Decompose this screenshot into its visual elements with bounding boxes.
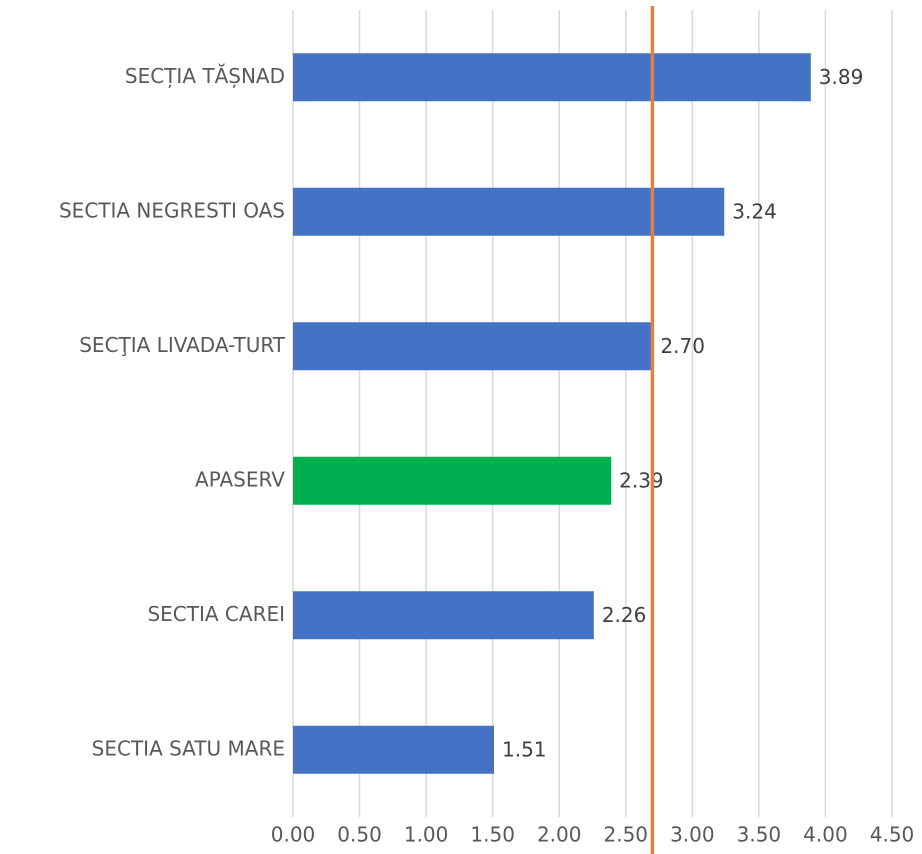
x-tick-label: 4.00	[803, 823, 848, 847]
data-label: 1.51	[502, 737, 547, 761]
x-tick-label: 1.00	[404, 823, 449, 847]
y-tick-label: SECTIA CAREI	[147, 602, 285, 626]
x-tick-label: 0.00	[271, 823, 316, 847]
x-tick-label: 3.00	[670, 823, 715, 847]
bar	[293, 456, 612, 505]
x-tick-label: 4.50	[870, 823, 915, 847]
x-tick-label: 0.50	[337, 823, 382, 847]
bar	[293, 187, 725, 236]
data-label: 3.89	[819, 65, 864, 89]
x-tick-label: 2.50	[604, 823, 649, 847]
y-tick-label: SECTIA NEGRESTI OAS	[59, 198, 285, 222]
data-label: 3.24	[732, 199, 777, 223]
data-label: 2.26	[602, 603, 647, 627]
x-tick-label: 3.50	[737, 823, 782, 847]
bar	[293, 725, 494, 774]
y-tick-label: SECȚIA TĂȘNAD	[125, 64, 285, 88]
data-label: 2.70	[660, 334, 705, 358]
y-tick-label: SECTIA SATU MARE	[92, 736, 285, 760]
bar	[293, 322, 653, 371]
bar	[293, 591, 594, 640]
x-tick-label: 1.50	[470, 823, 515, 847]
x-tick-label: 2.00	[537, 823, 582, 847]
y-tick-label: APASERV	[195, 467, 285, 491]
y-tick-label: SECŢIA LIVADA-TURT	[79, 333, 286, 357]
bar	[293, 53, 811, 102]
data-label: 2.39	[619, 468, 664, 492]
